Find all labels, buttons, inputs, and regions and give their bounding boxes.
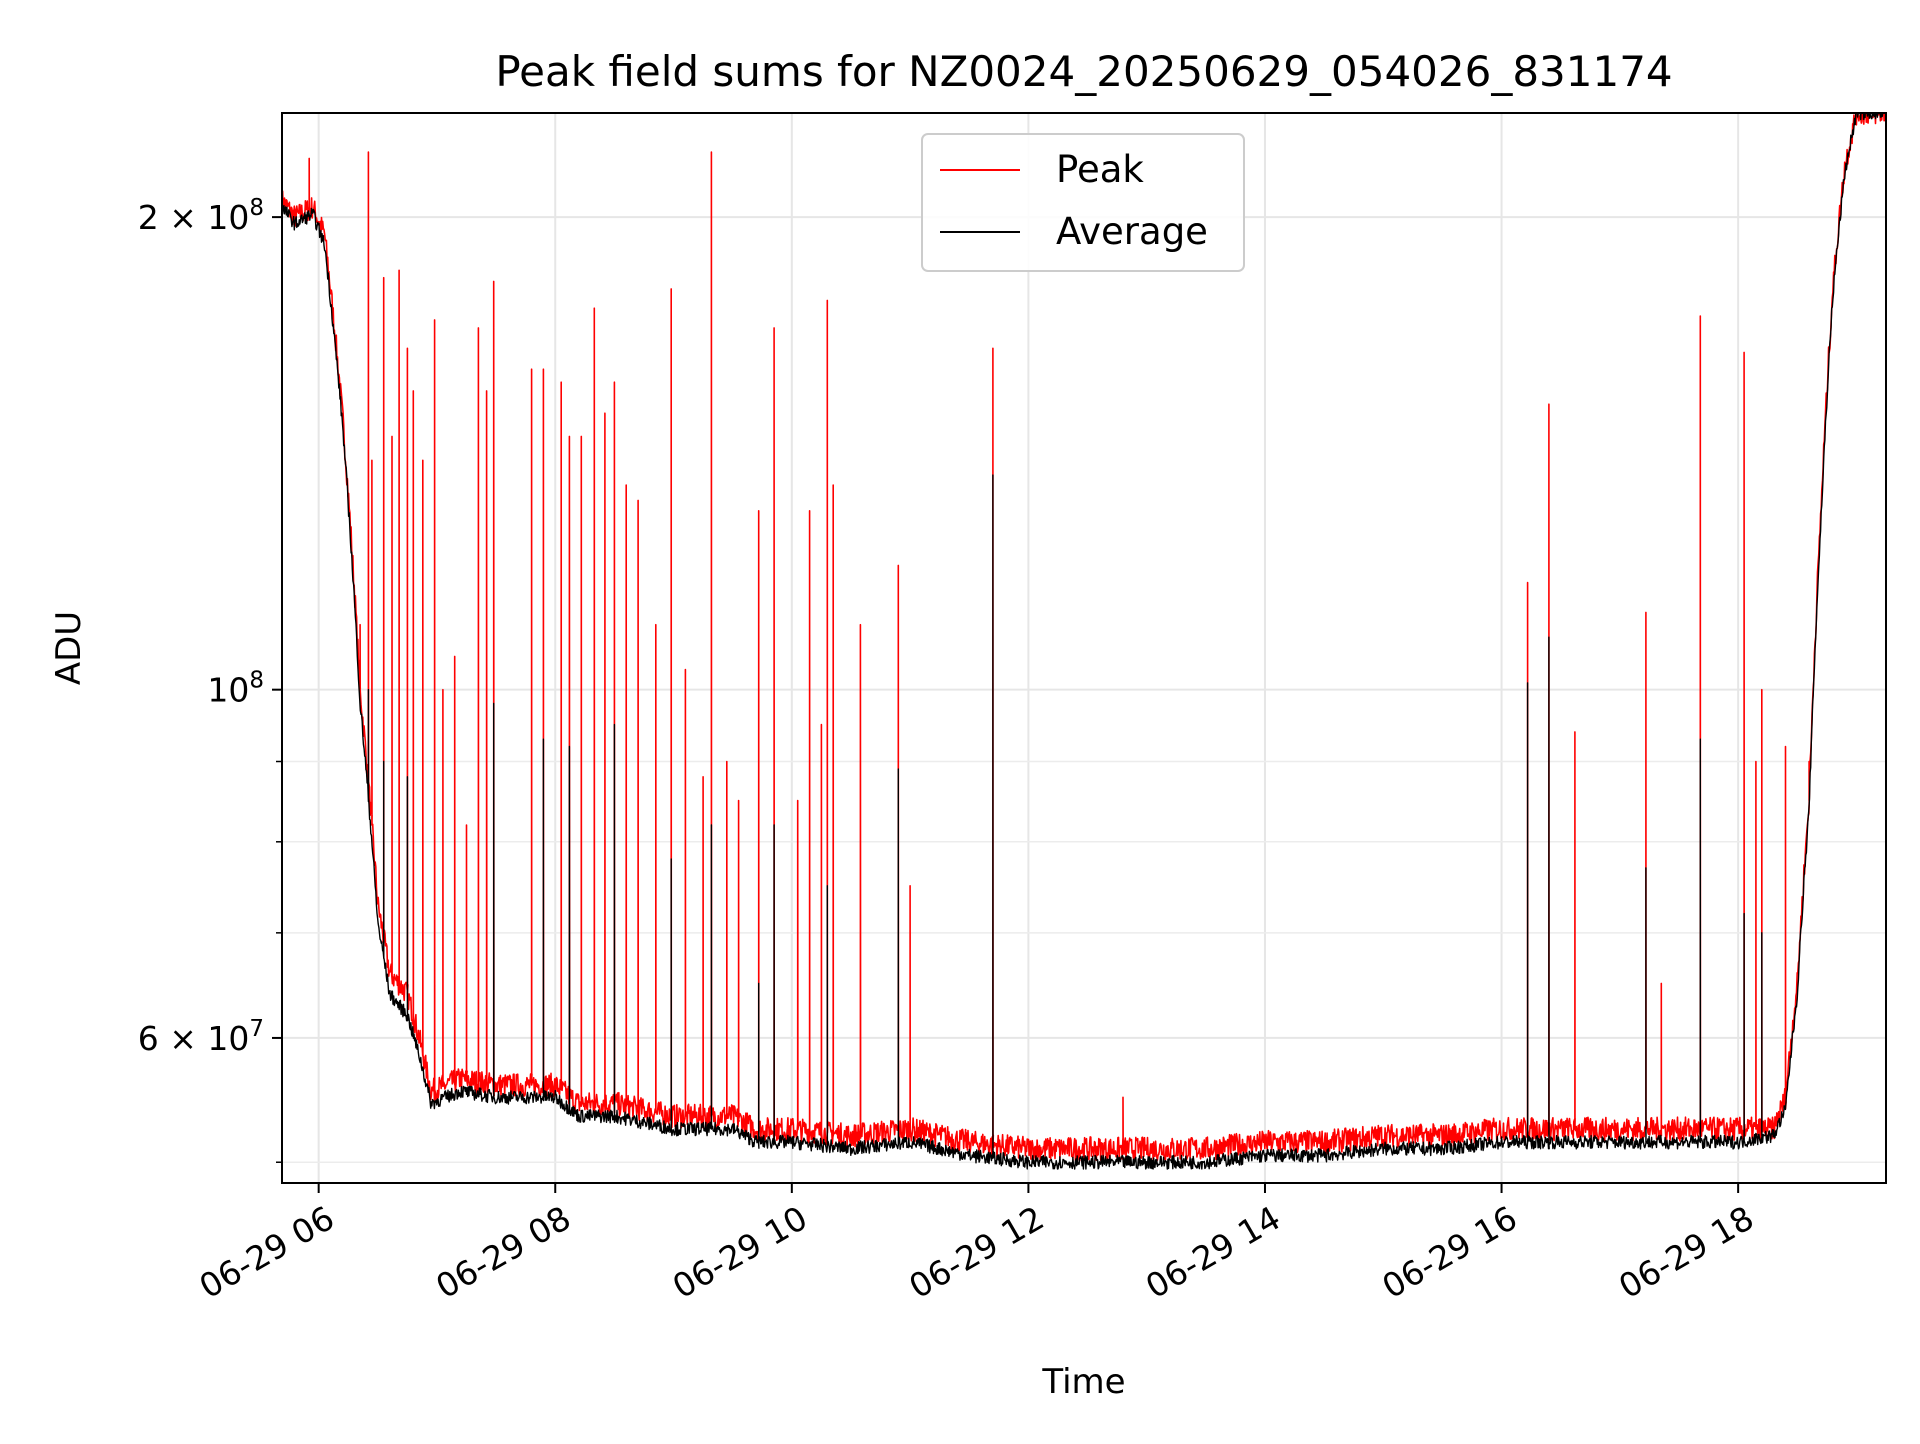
x-axis-label: Time bbox=[1041, 1362, 1125, 1402]
legend-average-label: Average bbox=[1056, 210, 1208, 253]
y-axis: 2 × 108 108 6 × 107 bbox=[138, 195, 282, 1163]
chart-title: Peak field sums for NZ0024_20250629_0540… bbox=[495, 47, 1672, 96]
y-tick-label: 2 × 108 bbox=[138, 195, 264, 237]
y-tick-label: 108 bbox=[207, 668, 264, 710]
plot-frame bbox=[281, 112, 1887, 1184]
legend: Peak Average bbox=[921, 133, 1245, 272]
legend-peak-label: Peak bbox=[1056, 148, 1144, 191]
series-average-line bbox=[282, 113, 1885, 1170]
y-tick-label: 6 × 107 bbox=[138, 1016, 264, 1058]
y-axis-label: ADU bbox=[49, 611, 89, 685]
plot-area bbox=[282, 113, 1886, 1170]
legend-box bbox=[921, 133, 1245, 272]
series-peak-line bbox=[282, 113, 1886, 1162]
